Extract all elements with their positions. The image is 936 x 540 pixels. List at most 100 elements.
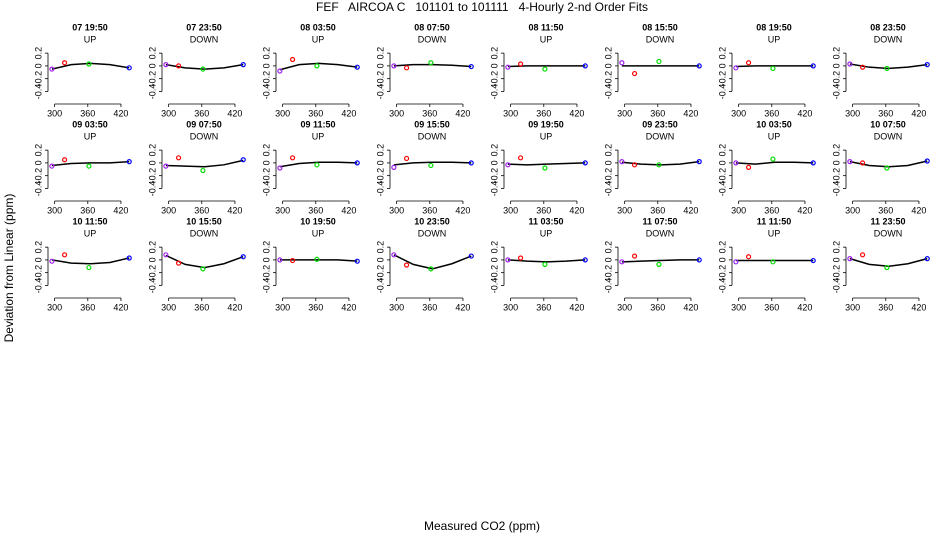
y-tick-label: -0.2 [375, 71, 385, 87]
panel-title: 10 07:50 [870, 119, 906, 129]
x-tick-label: 360 [650, 205, 665, 215]
y-tick-label: 0 [831, 160, 841, 165]
data-point [200, 167, 206, 174]
data-point [859, 160, 866, 166]
data-point [240, 157, 246, 163]
x-tick-label: 300 [389, 205, 404, 215]
y-tick-label: -0.2 [489, 168, 499, 184]
x-tick-label: 300 [503, 205, 518, 215]
y-tick-label: -0.4 [261, 84, 271, 100]
panel-title: 10 23:50 [414, 216, 450, 226]
x-tick-label: 360 [80, 108, 95, 118]
y-tick-label: 0.2 [147, 144, 157, 157]
y-axis-label: Deviation from Linear (ppm) [2, 194, 16, 343]
y-tick-label: 0 [489, 160, 499, 165]
y-tick-label: -0.2 [603, 265, 613, 281]
panel-subtitle: UP [312, 228, 325, 238]
data-point [49, 163, 55, 169]
data-point [163, 62, 169, 68]
x-tick-label: 360 [194, 205, 209, 215]
y-tick-label: -0.4 [147, 278, 157, 294]
y-tick-label: -0.4 [375, 84, 385, 100]
panel-subtitle: UP [312, 131, 325, 141]
x-tick-label: 420 [341, 108, 356, 118]
y-tick-label: -0.4 [717, 84, 727, 100]
panel-title: 11 23:50 [870, 216, 905, 226]
data-point [289, 56, 296, 63]
data-point [582, 63, 588, 69]
data-point [631, 253, 638, 259]
y-tick-label: -0.4 [147, 181, 157, 197]
data-point [696, 257, 702, 263]
y-tick-label: 0.2 [147, 47, 157, 60]
panel-subtitle: UP [768, 228, 781, 238]
panel-title: 08 03:50 [300, 22, 336, 32]
data-point [277, 68, 283, 74]
x-tick-label: 420 [797, 302, 812, 312]
data-point [175, 260, 182, 266]
panel-title: 08 07:50 [414, 22, 450, 32]
y-tick-label: 0 [831, 63, 841, 68]
y-tick-label: 0 [603, 160, 613, 165]
x-tick-label: 300 [845, 302, 860, 312]
y-tick-label: -0.4 [375, 181, 385, 197]
data-point [428, 162, 434, 169]
data-point [49, 66, 55, 72]
y-tick-label: -0.2 [147, 265, 157, 281]
x-tick-label: 420 [455, 108, 470, 118]
x-tick-label: 420 [227, 302, 242, 312]
x-tick-label: 360 [80, 205, 95, 215]
x-tick-label: 300 [275, 302, 290, 312]
x-tick-label: 420 [113, 205, 128, 215]
y-tick-label: -0.4 [603, 278, 613, 294]
data-point [240, 62, 246, 68]
data-point [619, 259, 625, 265]
panel-title: 08 23:50 [870, 22, 906, 32]
data-point [86, 264, 92, 271]
y-tick-label: -0.4 [717, 181, 727, 197]
data-point [582, 160, 588, 166]
y-tick-label: -0.4 [489, 181, 499, 197]
x-tick-label: 300 [617, 205, 632, 215]
x-tick-label: 420 [797, 108, 812, 118]
y-tick-label: -0.2 [261, 168, 271, 184]
fit-line [279, 62, 358, 71]
x-tick-label: 360 [764, 108, 779, 118]
data-point [517, 155, 524, 161]
y-tick-label: 0 [717, 257, 727, 262]
x-tick-label: 420 [341, 302, 356, 312]
panel-subtitle: DOWN [646, 228, 675, 238]
data-point [733, 160, 739, 166]
panel-title: 11 03:50 [528, 216, 563, 226]
x-tick-label: 300 [845, 205, 860, 215]
y-tick-label: -0.2 [375, 265, 385, 281]
data-point [314, 256, 320, 262]
x-tick-label: 360 [308, 302, 323, 312]
x-tick-label: 300 [47, 205, 62, 215]
panel-subtitle: UP [768, 34, 781, 44]
x-tick-label: 420 [455, 205, 470, 215]
y-tick-label: 0.2 [261, 241, 271, 254]
y-tick-label: 0.2 [261, 47, 271, 60]
y-tick-label: -0.4 [147, 84, 157, 100]
y-tick-label: 0 [603, 63, 613, 68]
data-point [859, 252, 866, 258]
x-tick-label: 360 [764, 302, 779, 312]
chart-title: FEF AIRCOA C 101101 to 101111 4-Hourly 2… [316, 0, 648, 14]
y-tick-label: -0.2 [261, 71, 271, 87]
x-tick-label: 300 [47, 108, 62, 118]
panel-subtitle: UP [84, 228, 97, 238]
x-tick-label: 300 [503, 108, 518, 118]
panel-subtitle: UP [540, 131, 553, 141]
x-tick-label: 420 [227, 108, 242, 118]
panel-title: 08 11:50 [528, 22, 563, 32]
data-point [61, 157, 68, 163]
x-tick-label: 420 [569, 108, 584, 118]
panel-title: 09 23:50 [642, 119, 678, 129]
y-tick-label: 0.2 [489, 144, 499, 157]
x-tick-label: 360 [536, 302, 551, 312]
y-tick-label: 0 [489, 257, 499, 262]
data-point [656, 58, 662, 65]
data-point [810, 160, 816, 166]
